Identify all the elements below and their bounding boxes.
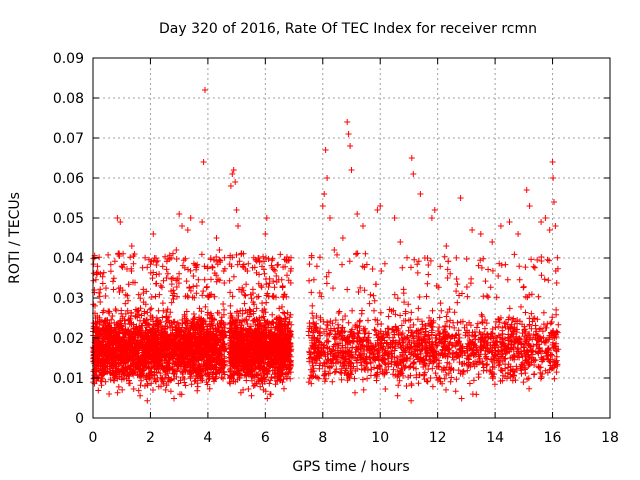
axis-ticks [92,57,611,419]
data-points [90,87,562,404]
y-tick-label: 0.01 [53,371,84,387]
y-tick-label: 0.07 [53,131,84,147]
y-tick-label: 0 [75,411,84,427]
x-axis-label: GPS time / hours [292,459,409,475]
x-tick-label: 18 [601,430,619,446]
chart-title: Day 320 of 2016, Rate Of TEC Index for r… [159,21,537,37]
plot-frame [92,57,611,419]
y-tick-label: 0.05 [53,211,84,227]
x-tick-label: 12 [429,430,447,446]
x-tick-label: 16 [544,430,562,446]
x-tick-label: 6 [261,430,270,446]
x-tick-label: 0 [89,430,98,446]
x-tick-label: 4 [203,430,212,446]
y-tick-label: 0.08 [53,91,84,107]
axis-tick-labels: 0 0.01 0.02 0.03 0.04 0.05 0.06 0.07 0.08 0.09 0 2 4… [53,51,619,446]
y-axis-label: ROTI / TECUs [7,192,23,284]
x-tick-label: 10 [371,430,389,446]
x-tick-label: 2 [146,430,155,446]
x-tick-label: 14 [486,430,504,446]
y-tick-label: 0.03 [53,291,84,307]
y-tick-label: 0.09 [53,51,84,67]
x-tick-label: 8 [318,430,327,446]
roti-markers [90,87,562,404]
y-tick-label: 0.02 [53,331,84,347]
y-tick-label: 0.04 [53,251,84,267]
y-tick-label: 0.06 [53,171,84,187]
